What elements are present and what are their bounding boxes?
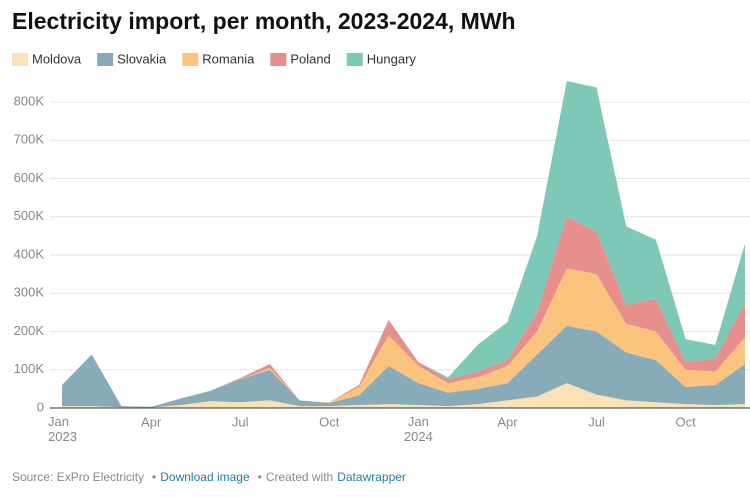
- x-tick-label: Apr: [497, 414, 518, 429]
- x-tick-label: Apr: [141, 414, 162, 429]
- area: [62, 383, 745, 408]
- footer-separator: •: [152, 470, 156, 484]
- x-tick-label: Jan 2024: [404, 414, 433, 444]
- legend-swatch: [182, 53, 199, 66]
- legend-label: Moldova: [32, 51, 82, 66]
- y-tick-label: 100K: [14, 361, 45, 376]
- x-tick-label: Oct: [675, 414, 696, 429]
- legend-swatch: [12, 53, 28, 66]
- footer-link[interactable]: Datawrapper: [337, 470, 406, 484]
- plot: 0 100K 200K 300K 400K 500K 600K 700K 800K Jan 2023…: [14, 80, 750, 444]
- x-tick-label: Jul: [588, 414, 605, 429]
- legend: Moldova Slovakia Romania Poland Hungary: [12, 51, 416, 66]
- y-tick-label: 700K: [14, 132, 45, 147]
- chart-title: Electricity import, per month, 2023-2024…: [12, 8, 516, 34]
- legend-label: Romania: [202, 51, 255, 66]
- area: [62, 268, 745, 407]
- y-tick-label: 600K: [14, 170, 45, 185]
- legend-swatch: [270, 53, 287, 66]
- x-tick-label: Jan 2023: [48, 414, 77, 444]
- footer-link: Created with: [266, 470, 333, 484]
- y-tick-label: 500K: [14, 208, 45, 223]
- area: [62, 216, 745, 407]
- y-tick-label: 300K: [14, 285, 45, 300]
- y-tick-label: 800K: [14, 93, 45, 108]
- area: [62, 325, 745, 408]
- legend-label: Slovakia: [117, 51, 167, 66]
- footer: Source: ExPro Electricity • Download image…: [12, 470, 406, 484]
- footer-source: Source: ExPro Electricity: [12, 470, 144, 484]
- y-tick-label: 0: [37, 399, 44, 414]
- legend-swatch: [97, 53, 114, 66]
- y-tick-label: 200K: [14, 323, 45, 338]
- legend-label: Hungary: [367, 51, 417, 66]
- x-tick-label: Jul: [232, 414, 249, 429]
- x-tick-label: Oct: [319, 414, 340, 429]
- footer-link[interactable]: Download image: [160, 470, 250, 484]
- area: [62, 80, 745, 407]
- y-tick-label: 400K: [14, 246, 45, 261]
- footer-separator: •: [258, 470, 262, 484]
- legend-label: Poland: [290, 51, 330, 66]
- legend-swatch: [346, 53, 363, 66]
